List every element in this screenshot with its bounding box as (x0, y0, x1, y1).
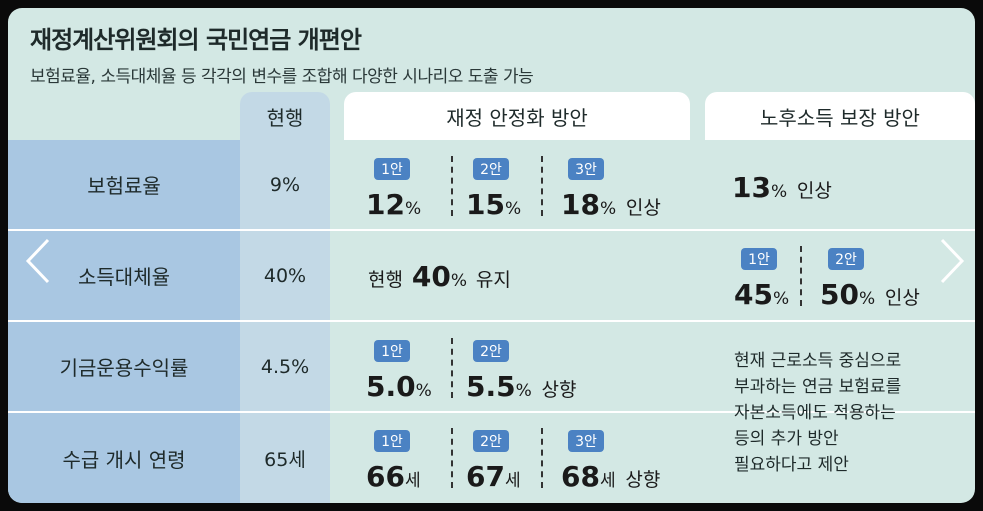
plan-value: 66세 (366, 460, 421, 493)
dashed-divider (541, 428, 543, 488)
plan-badge: 1안 (374, 158, 410, 180)
plan-value: 67세 (466, 460, 521, 493)
plan-value: 50% 인상 (820, 278, 920, 311)
plan-value: 68세 상향 (561, 460, 661, 493)
dashed-divider (800, 246, 802, 306)
income-note: 현재 근로소득 중심으로 부과하는 연금 보험료를 자본소득에도 적용하는 등의… (734, 351, 902, 475)
plan-value: 5.5% 상향 (466, 370, 577, 403)
plan-badge: 1안 (741, 248, 777, 270)
plan-badge: 1안 (374, 340, 410, 362)
chevron-right-icon[interactable] (938, 236, 968, 286)
plan-badge: 2안 (473, 430, 509, 452)
row-divider (8, 229, 975, 231)
header-income: 노후소득 보장 방안 (705, 92, 975, 140)
plan-badge: 2안 (473, 340, 509, 362)
dashed-divider (451, 338, 453, 398)
plan-value: 45% (734, 278, 790, 311)
income-premium-value: 13% 인상 (732, 171, 832, 204)
fiscal-replacement-value: 현행 40% 유지 (368, 260, 511, 293)
plan-badge: 3안 (568, 158, 604, 180)
plan-badge: 1안 (374, 430, 410, 452)
page-title: 재정계산위원회의 국민연금 개편안 (30, 26, 362, 54)
dashed-divider (451, 156, 453, 216)
infographic: 재정계산위원회의 국민연금 개편안 보험료율, 소득대체율 등 각각의 변수를 … (8, 8, 975, 503)
plan-badge: 2안 (828, 248, 864, 270)
current-age: 65세 (264, 448, 306, 471)
row-label-age: 수급 개시 연령 (62, 447, 186, 472)
row-divider (8, 411, 975, 413)
plan-badge: 3안 (568, 430, 604, 452)
header-fiscal: 재정 안정화 방안 (344, 92, 690, 140)
row-label-premium: 보험료율 (87, 174, 161, 198)
plan-badge: 2안 (473, 158, 509, 180)
plan-value: 12% (366, 188, 422, 221)
dashed-divider (541, 156, 543, 216)
chevron-left-icon[interactable] (22, 236, 52, 286)
plan-value: 5.0% (366, 370, 432, 403)
current-replacement: 40% (263, 264, 307, 287)
current-fund: 4.5% (260, 355, 310, 378)
page-subtitle: 보험료율, 소득대체율 등 각각의 변수를 조합해 다양한 시나리오 도출 가능 (30, 67, 534, 87)
row-divider (8, 320, 975, 322)
current-premium: 9% (269, 173, 301, 196)
plan-value: 15% (466, 188, 522, 221)
plan-value: 18% 인상 (561, 188, 661, 221)
row-label-replacement: 소득대체율 (78, 265, 170, 289)
dashed-divider (451, 428, 453, 488)
row-label-fund: 기금운용수익률 (59, 356, 189, 380)
header-current: 현행 (240, 92, 330, 140)
